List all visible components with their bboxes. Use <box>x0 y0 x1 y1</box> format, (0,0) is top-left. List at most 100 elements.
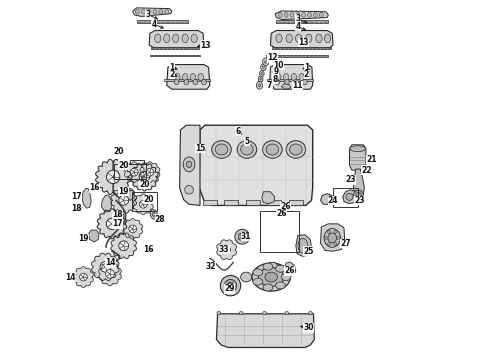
Ellipse shape <box>239 311 243 315</box>
Ellipse shape <box>354 190 364 199</box>
Polygon shape <box>137 21 188 23</box>
Polygon shape <box>343 190 357 203</box>
Ellipse shape <box>164 34 170 42</box>
Ellipse shape <box>252 263 291 291</box>
Text: 26: 26 <box>280 202 291 211</box>
Polygon shape <box>246 201 260 206</box>
Ellipse shape <box>266 144 279 155</box>
Ellipse shape <box>296 13 300 17</box>
Polygon shape <box>276 21 328 23</box>
Ellipse shape <box>184 80 189 85</box>
Ellipse shape <box>334 230 337 233</box>
Polygon shape <box>262 192 274 203</box>
Polygon shape <box>268 201 281 206</box>
Ellipse shape <box>253 269 263 276</box>
Ellipse shape <box>235 229 250 244</box>
Ellipse shape <box>263 311 267 315</box>
Ellipse shape <box>334 242 337 246</box>
Ellipse shape <box>324 34 331 42</box>
Polygon shape <box>89 230 99 242</box>
Ellipse shape <box>316 34 322 42</box>
Polygon shape <box>82 189 91 208</box>
Ellipse shape <box>190 73 196 81</box>
Text: 11: 11 <box>292 81 302 90</box>
Ellipse shape <box>153 9 157 14</box>
Text: 16: 16 <box>89 183 99 192</box>
Ellipse shape <box>227 283 234 289</box>
Ellipse shape <box>159 9 163 14</box>
Text: 1: 1 <box>169 63 174 72</box>
Ellipse shape <box>308 13 312 17</box>
Ellipse shape <box>275 282 285 289</box>
Ellipse shape <box>174 80 179 85</box>
Ellipse shape <box>241 144 253 155</box>
Ellipse shape <box>261 72 263 75</box>
Text: 16: 16 <box>143 245 153 254</box>
Polygon shape <box>296 235 312 256</box>
Bar <box>132 192 157 211</box>
Polygon shape <box>320 224 345 251</box>
Ellipse shape <box>172 34 179 42</box>
Polygon shape <box>268 79 313 81</box>
Circle shape <box>106 270 114 278</box>
Polygon shape <box>270 31 333 48</box>
Ellipse shape <box>193 80 197 85</box>
Ellipse shape <box>314 13 318 17</box>
Text: 18: 18 <box>72 204 82 213</box>
Ellipse shape <box>241 272 252 282</box>
Ellipse shape <box>328 242 331 246</box>
Ellipse shape <box>182 34 188 42</box>
Ellipse shape <box>150 210 157 219</box>
Text: 3: 3 <box>295 14 300 23</box>
Text: 33: 33 <box>219 245 229 254</box>
Ellipse shape <box>302 13 306 17</box>
Circle shape <box>129 225 137 233</box>
Ellipse shape <box>291 73 296 81</box>
Text: 4: 4 <box>151 20 156 29</box>
Ellipse shape <box>224 279 237 292</box>
Polygon shape <box>275 11 328 19</box>
Text: 4: 4 <box>295 22 300 31</box>
Ellipse shape <box>258 84 261 87</box>
Ellipse shape <box>220 275 241 296</box>
Ellipse shape <box>275 73 281 81</box>
Ellipse shape <box>152 212 155 216</box>
Text: 32: 32 <box>206 262 216 271</box>
Text: 20: 20 <box>119 161 129 170</box>
Polygon shape <box>217 240 236 260</box>
Text: 30: 30 <box>303 323 314 332</box>
Ellipse shape <box>183 157 195 172</box>
Ellipse shape <box>201 80 206 85</box>
Ellipse shape <box>286 34 293 42</box>
Polygon shape <box>98 262 122 285</box>
Ellipse shape <box>290 13 294 17</box>
Ellipse shape <box>284 13 288 17</box>
Text: 25: 25 <box>304 247 314 256</box>
Ellipse shape <box>262 66 265 68</box>
Ellipse shape <box>198 73 203 81</box>
Bar <box>260 211 299 252</box>
Circle shape <box>119 195 129 205</box>
Ellipse shape <box>141 9 145 14</box>
Ellipse shape <box>275 265 285 272</box>
Text: 26: 26 <box>284 266 294 275</box>
Ellipse shape <box>263 263 273 270</box>
Polygon shape <box>151 47 200 49</box>
Text: 26: 26 <box>276 210 287 219</box>
Text: 18: 18 <box>112 210 122 219</box>
Ellipse shape <box>263 58 269 66</box>
Polygon shape <box>74 267 93 287</box>
Polygon shape <box>164 79 210 81</box>
Ellipse shape <box>281 274 291 280</box>
Polygon shape <box>203 201 217 206</box>
Text: 20: 20 <box>139 180 149 189</box>
Ellipse shape <box>263 141 282 158</box>
Polygon shape <box>140 162 160 183</box>
Bar <box>114 164 146 179</box>
Ellipse shape <box>155 34 161 42</box>
Bar <box>333 188 358 207</box>
Text: 9: 9 <box>273 68 278 77</box>
Text: 14: 14 <box>105 258 116 267</box>
Polygon shape <box>180 125 200 206</box>
Ellipse shape <box>308 311 312 315</box>
